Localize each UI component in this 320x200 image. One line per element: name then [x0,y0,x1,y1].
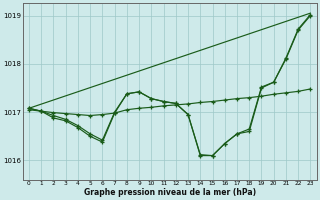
X-axis label: Graphe pression niveau de la mer (hPa): Graphe pression niveau de la mer (hPa) [84,188,256,197]
